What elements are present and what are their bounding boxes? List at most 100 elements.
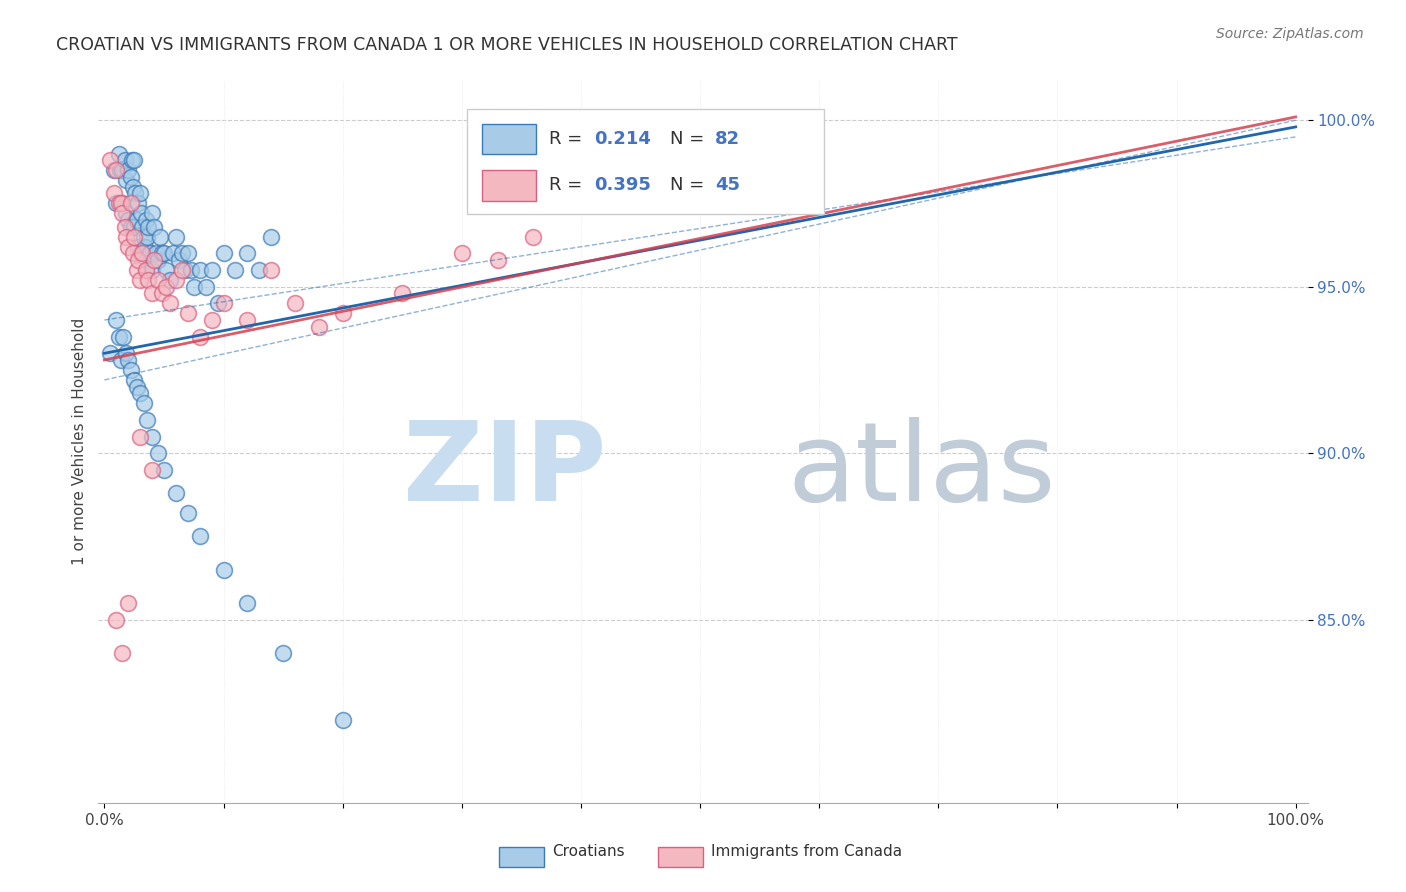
FancyBboxPatch shape <box>467 109 824 214</box>
Point <box>569 113 592 128</box>
Point <box>124 186 146 201</box>
Point <box>114 346 136 360</box>
Point <box>200 263 222 277</box>
Text: ZIP: ZIP <box>404 417 606 524</box>
Point <box>105 313 128 327</box>
Point <box>236 596 259 610</box>
Point <box>135 213 157 227</box>
Point <box>117 163 139 178</box>
Point <box>522 229 544 244</box>
Text: Immigrants from Canada: Immigrants from Canada <box>711 845 903 859</box>
Point <box>127 253 149 268</box>
Text: 0.214: 0.214 <box>595 129 651 147</box>
Point <box>136 229 159 244</box>
Text: R =: R = <box>550 176 589 194</box>
Point <box>105 613 128 627</box>
Point <box>224 263 246 277</box>
Point <box>131 246 153 260</box>
Point <box>165 273 187 287</box>
Point <box>159 296 181 310</box>
Text: atlas: atlas <box>787 417 1056 524</box>
Point <box>332 306 354 320</box>
Point <box>174 263 197 277</box>
Point <box>131 219 153 234</box>
Point <box>135 263 157 277</box>
Point <box>207 296 229 310</box>
Text: 45: 45 <box>716 176 740 194</box>
Point <box>138 219 160 234</box>
Point <box>129 429 152 443</box>
Point <box>188 329 211 343</box>
Point <box>114 206 136 220</box>
Point <box>153 246 176 260</box>
Point <box>162 246 184 260</box>
Point <box>143 219 166 234</box>
Point <box>120 196 142 211</box>
Point <box>138 273 160 287</box>
Point <box>170 246 193 260</box>
Point <box>132 396 155 410</box>
Point <box>117 240 139 254</box>
Point <box>177 306 200 320</box>
Point <box>212 246 235 260</box>
Point <box>145 246 167 260</box>
Point <box>122 246 145 260</box>
Y-axis label: 1 or more Vehicles in Household: 1 or more Vehicles in Household <box>72 318 87 566</box>
Text: Source: ZipAtlas.com: Source: ZipAtlas.com <box>1216 27 1364 41</box>
Point <box>120 169 142 184</box>
Point <box>146 446 169 460</box>
Point <box>141 263 163 277</box>
Point <box>177 246 200 260</box>
Point <box>236 246 259 260</box>
Point <box>150 246 173 260</box>
Point <box>143 253 166 268</box>
Point <box>129 386 152 401</box>
Point <box>122 179 145 194</box>
Point <box>125 263 148 277</box>
Point <box>141 206 163 220</box>
Point <box>112 329 135 343</box>
Point <box>136 413 159 427</box>
Point <box>114 153 136 168</box>
Point <box>236 313 259 327</box>
Point <box>153 463 176 477</box>
Point <box>131 206 153 220</box>
Point <box>129 186 152 201</box>
Point <box>135 263 157 277</box>
Point <box>271 646 294 660</box>
Point <box>155 263 177 277</box>
Point <box>127 240 149 254</box>
Point <box>212 296 235 310</box>
Point <box>149 229 172 244</box>
Point <box>117 213 139 227</box>
Point <box>98 153 121 168</box>
Point <box>391 286 413 301</box>
Point <box>105 163 128 178</box>
Point <box>260 263 283 277</box>
Point <box>107 196 129 211</box>
Point <box>146 253 169 268</box>
Point <box>127 196 149 211</box>
Point <box>247 263 270 277</box>
Point <box>122 373 145 387</box>
Point <box>122 219 145 234</box>
Point <box>105 196 128 211</box>
Text: Croatians: Croatians <box>553 845 626 859</box>
Point <box>129 273 152 287</box>
Point <box>260 229 283 244</box>
Text: CROATIAN VS IMMIGRANTS FROM CANADA 1 OR MORE VEHICLES IN HOUSEHOLD CORRELATION C: CROATIAN VS IMMIGRANTS FROM CANADA 1 OR … <box>56 36 957 54</box>
Point <box>159 273 181 287</box>
Point <box>150 286 173 301</box>
Point <box>111 206 134 220</box>
Point <box>170 263 193 277</box>
Point <box>138 246 160 260</box>
Point <box>129 246 152 260</box>
FancyBboxPatch shape <box>482 124 536 154</box>
Point <box>200 313 222 327</box>
Point <box>308 319 330 334</box>
Point <box>155 279 177 293</box>
Point <box>169 253 191 268</box>
Text: 0.395: 0.395 <box>595 176 651 194</box>
Text: 82: 82 <box>716 129 740 147</box>
Point <box>188 263 211 277</box>
